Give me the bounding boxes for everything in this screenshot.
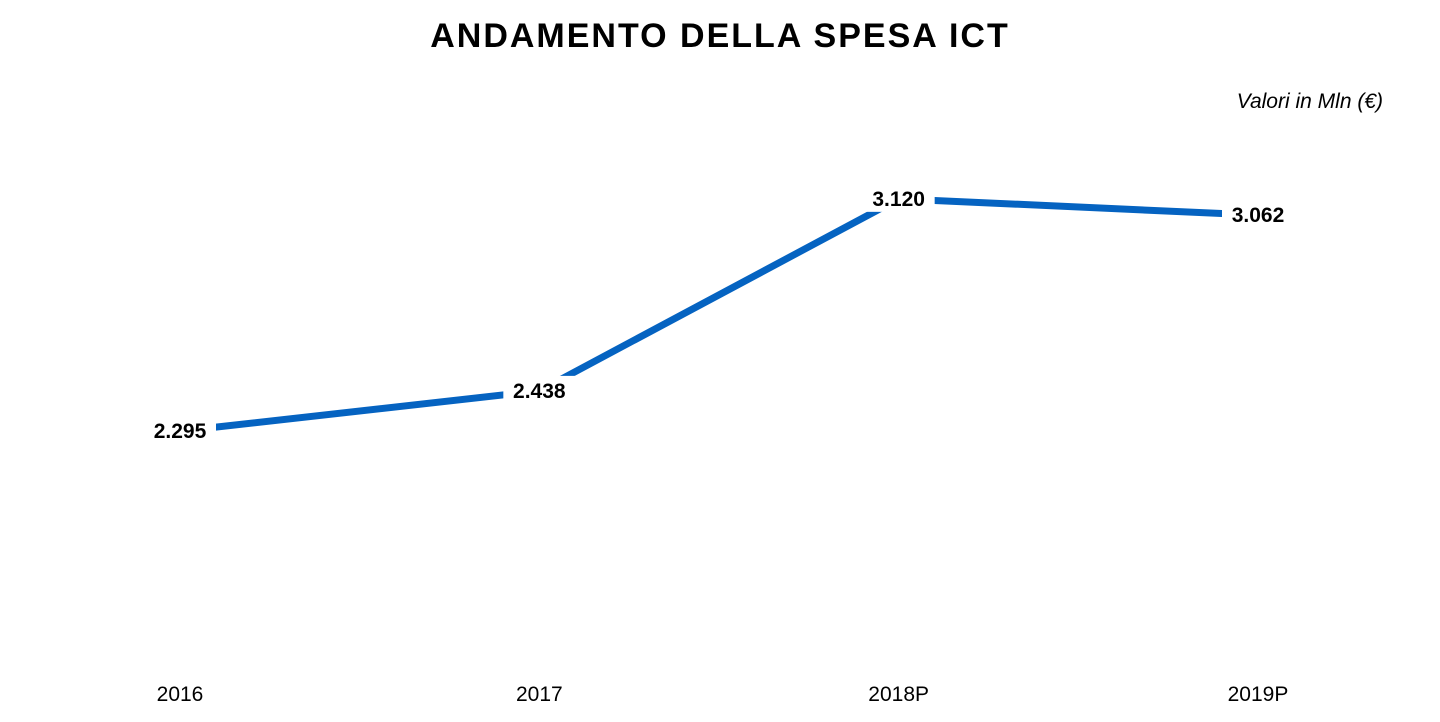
unit-label: Valori in Mln (€) [1236, 90, 1383, 113]
data-label-bg [862, 183, 935, 212]
data-label-2018p: 3.120 [872, 188, 925, 211]
x-axis-ticks: 2016 2017 2018P 2019P [157, 683, 1289, 706]
data-label-2016: 2.295 [154, 420, 207, 443]
data-label-2017: 2.438 [513, 380, 566, 403]
data-label-bg [1222, 200, 1294, 229]
drop-lines [179, 212, 1259, 655]
chart-title: ANDAMENTO DELLA SPESA ICT [430, 17, 1010, 55]
x-tick-2019p: 2019P [1228, 683, 1289, 706]
x-tick-2017: 2017 [516, 683, 563, 706]
series-line-group [179, 195, 1259, 435]
data-label-2019p: 3.062 [1232, 204, 1285, 227]
x-tick-2016: 2016 [157, 683, 204, 706]
data-label-bg [144, 416, 216, 445]
x-tick-2018p: 2018P [868, 683, 929, 706]
data-label-bg [503, 375, 576, 404]
data-labels: 2.295 2.438 3.120 3.062 [144, 183, 1294, 445]
series-line [179, 195, 1259, 435]
